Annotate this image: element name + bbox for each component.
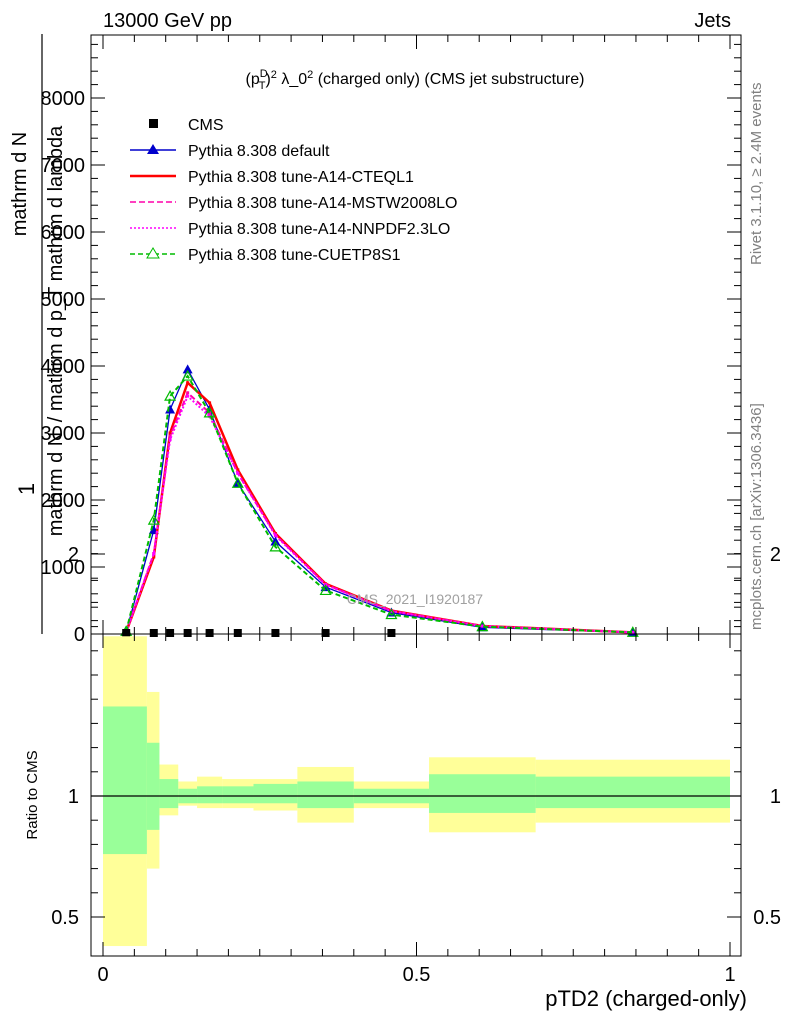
y-tick-label: 7000 bbox=[41, 155, 86, 177]
ratio-band-green bbox=[535, 776, 730, 809]
analysis-watermark: CMS_2021_I1920187 bbox=[347, 591, 483, 607]
series-point-3 bbox=[208, 414, 212, 418]
series-point-cuetp8s1 bbox=[181, 369, 194, 381]
series-point-cuetp8s1 bbox=[203, 406, 216, 418]
series-point-cuetp8s1 bbox=[385, 608, 398, 620]
y-tick-label: 5000 bbox=[41, 289, 86, 311]
ratio-y-axis-label: Ratio to CMS bbox=[24, 750, 41, 839]
series-point-3 bbox=[236, 471, 240, 475]
series-point-1 bbox=[186, 381, 190, 385]
cms-data-point bbox=[321, 629, 330, 637]
ratio-y-tick-label-right: 0.5 bbox=[753, 907, 781, 929]
series-point-cuetp8s1 bbox=[269, 540, 282, 552]
legend-label-0: Pythia 8.308 default bbox=[188, 143, 330, 160]
legend-label-4: Pythia 8.308 tune-CUETP8S1 bbox=[188, 247, 401, 264]
series-point-3 bbox=[631, 630, 635, 634]
y-tick-label: 3000 bbox=[41, 423, 86, 445]
legend-marker-cms bbox=[149, 119, 158, 128]
series-point-1 bbox=[236, 468, 240, 472]
series-point-default bbox=[182, 364, 193, 374]
series-line-4 bbox=[125, 374, 633, 634]
legend-label-2: Pythia 8.308 tune-A14-MSTW2008LO bbox=[188, 195, 457, 212]
cms-data-point bbox=[387, 629, 396, 637]
legend-marker-4 bbox=[146, 247, 160, 259]
series-point-cuetp8s1 bbox=[231, 477, 244, 488]
legend-label-1: Pythia 8.308 tune-A14-CTEQL1 bbox=[188, 169, 414, 186]
series-point-3 bbox=[152, 552, 156, 556]
ratio-y-tick-label-right: 2 bbox=[770, 544, 781, 566]
series-point-cuetp8s1 bbox=[147, 513, 160, 525]
series-point-cuetp8s1 bbox=[476, 620, 489, 632]
series-point-3 bbox=[389, 609, 393, 613]
series-point-1 bbox=[168, 431, 172, 435]
ratio-y-tick-label: 1 bbox=[68, 786, 79, 808]
series-point-2 bbox=[208, 411, 212, 415]
ratio-band-green bbox=[103, 706, 147, 855]
series-point-cuetp8s1 bbox=[319, 584, 332, 596]
ratio-plot-frame bbox=[90, 633, 742, 957]
y-axis-label-denominator-right: mathrm d N bbox=[9, 132, 31, 236]
ratio-band-green bbox=[146, 742, 160, 830]
y-tick-label: 6000 bbox=[41, 222, 86, 244]
series-point-default bbox=[165, 404, 176, 414]
legend-label-3: Pythia 8.308 tune-A14-NNPDF2.3LO bbox=[188, 221, 450, 238]
x-tick-label: 1 bbox=[724, 964, 735, 986]
x-tick-label: 0.5 bbox=[403, 964, 431, 986]
y-axis-label-denominator-left: mathrm d N bbox=[45, 432, 67, 536]
cms-data-point bbox=[183, 629, 192, 637]
ratio-band-green bbox=[222, 786, 254, 804]
ratio-band-green bbox=[197, 786, 223, 804]
series-point-1 bbox=[208, 401, 212, 405]
series-point-cuetp8s1 bbox=[626, 626, 639, 637]
category-label: Jets bbox=[694, 10, 731, 32]
series-point-3 bbox=[186, 394, 190, 398]
ratio-y-tick-label: 0.5 bbox=[51, 907, 79, 929]
y-tick-label: 4000 bbox=[41, 356, 86, 378]
series-point-cuetp8s1 bbox=[164, 389, 177, 401]
energy-label: 13000 GeV pp bbox=[103, 10, 232, 32]
ratio-y-tick-label: 2 bbox=[68, 544, 79, 566]
series-point-3 bbox=[480, 624, 484, 628]
ratio-band-green bbox=[429, 774, 536, 813]
y-tick-label: 0 bbox=[74, 624, 85, 646]
ratio-band-green bbox=[159, 779, 179, 809]
cms-data-point bbox=[233, 629, 242, 637]
cms-data-point bbox=[205, 629, 214, 637]
series-point-3 bbox=[273, 534, 277, 538]
plot-title: (pD T)2 λ_02 (charged only) (CMS jet subs… bbox=[246, 68, 585, 92]
y-tick-label: 2000 bbox=[41, 490, 86, 512]
x-axis-label: pTD2 (charged-only) bbox=[545, 986, 747, 1011]
y-tick-label: 1000 bbox=[41, 557, 86, 579]
y-tick-label: 8000 bbox=[41, 88, 86, 110]
rivet-version-text: Rivet 3.1.10, ≥ 2.4M events bbox=[748, 83, 765, 266]
series-point-1 bbox=[152, 555, 156, 559]
cms-data-point bbox=[166, 629, 175, 637]
series-point-3 bbox=[168, 438, 172, 442]
ratio-y-tick-label-right: 1 bbox=[770, 786, 781, 808]
cms-data-point bbox=[271, 629, 280, 637]
legend-marker-0 bbox=[147, 144, 159, 154]
series-point-2 bbox=[186, 391, 190, 395]
y-axis-label-numerator: 1 bbox=[14, 483, 39, 495]
cms-data-point bbox=[149, 629, 158, 637]
y-axis-label: 1 mathrm d N mathrm d N / mathrm d p_T m… bbox=[9, 34, 67, 634]
legend-label-cms: CMS bbox=[188, 117, 224, 134]
series-point-2 bbox=[168, 434, 172, 438]
mcplots-text: mcplots.cern.ch [arXiv:1306.3436] bbox=[748, 403, 765, 630]
ratio-band-green bbox=[297, 781, 354, 809]
x-tick-label: 0 bbox=[97, 964, 108, 986]
ratio-band-green bbox=[253, 783, 298, 804]
cms-data-point bbox=[122, 629, 131, 637]
y-axis-label-inner: / mathrm d p_T mathrm d lambda bbox=[45, 125, 67, 422]
